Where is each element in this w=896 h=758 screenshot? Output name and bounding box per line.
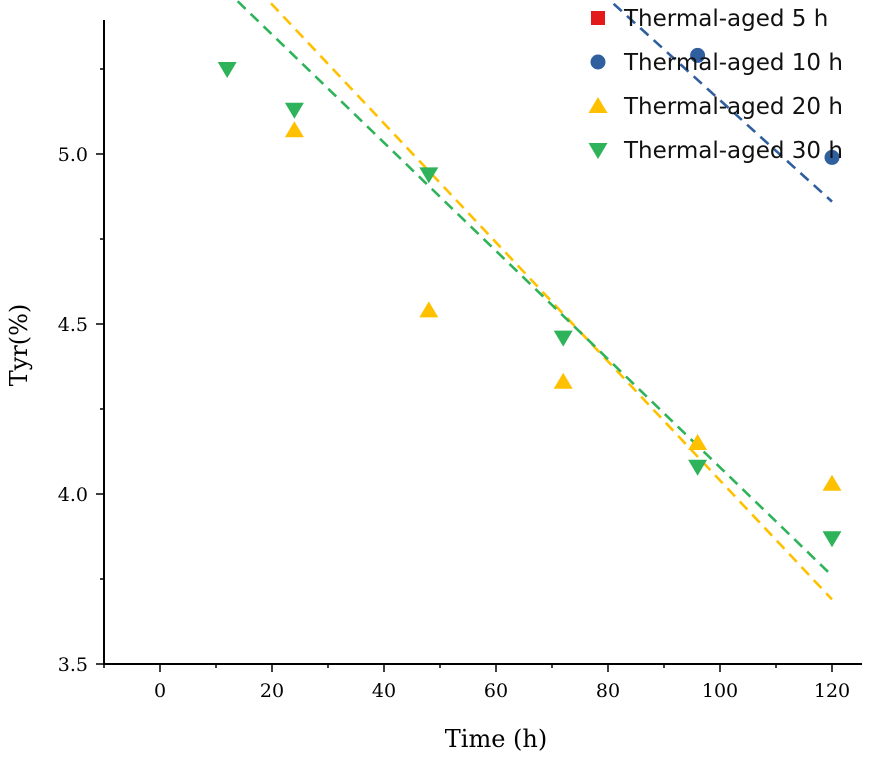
x-axis-title: Time (h) [445,725,547,753]
data-point-series-3 [822,474,842,491]
legend-label-2: Thermal-aged 10 h [623,50,843,76]
data-point-series-3 [284,121,304,138]
x-tick-label: 40 [372,680,396,702]
x-tick-label: 0 [154,680,166,702]
fit-line-series-3 [266,0,833,601]
x-tick-label: 100 [702,680,738,702]
data-point-series-2 [824,149,840,165]
data-point-series-3 [688,434,708,450]
data-point-series-4 [284,102,304,119]
legend: Thermal-aged 5 h Thermal-aged 10 h Thermal… [588,6,843,164]
data-point-series-4 [688,459,708,476]
x-tick-label: 120 [814,680,850,702]
legend-marker-2 [590,54,606,70]
data-point-series-2 [690,47,706,63]
legend-marker-3 [588,97,608,113]
y-tick-label: 5.0 [58,144,88,166]
data-point-series-4 [822,531,842,548]
y-tick-label: 4.0 [58,484,88,506]
fit-line-series-4 [234,0,833,577]
legend-marker-1 [591,11,605,25]
y-tick-label: 4.5 [58,314,88,336]
data-point-series-3 [419,301,439,318]
y-tick-label: 3.5 [58,654,88,676]
data-point-series-3 [553,372,573,389]
legend-label-3: Thermal-aged 20 h [623,94,843,120]
legend-label-4: Thermal-aged 30 h [623,138,843,164]
x-axis-ticks: 0 20 40 60 80 100 120 [103,664,850,702]
data-point-series-4 [553,330,573,347]
x-tick-label: 20 [260,680,284,702]
legend-marker-4 [588,143,608,159]
fit-lines-group [234,0,833,601]
data-point-series-4 [419,167,439,184]
y-axis-ticks: 3.54.04.55.05.56.06.57.0 [58,68,104,676]
x-tick-label: 80 [596,680,620,702]
x-tick-label: 60 [484,680,508,702]
y-axis-title: Tyr(%) [5,304,33,387]
data-points-group [217,47,842,548]
legend-label-1: Thermal-aged 5 h [623,6,828,32]
data-point-series-4 [217,62,237,78]
